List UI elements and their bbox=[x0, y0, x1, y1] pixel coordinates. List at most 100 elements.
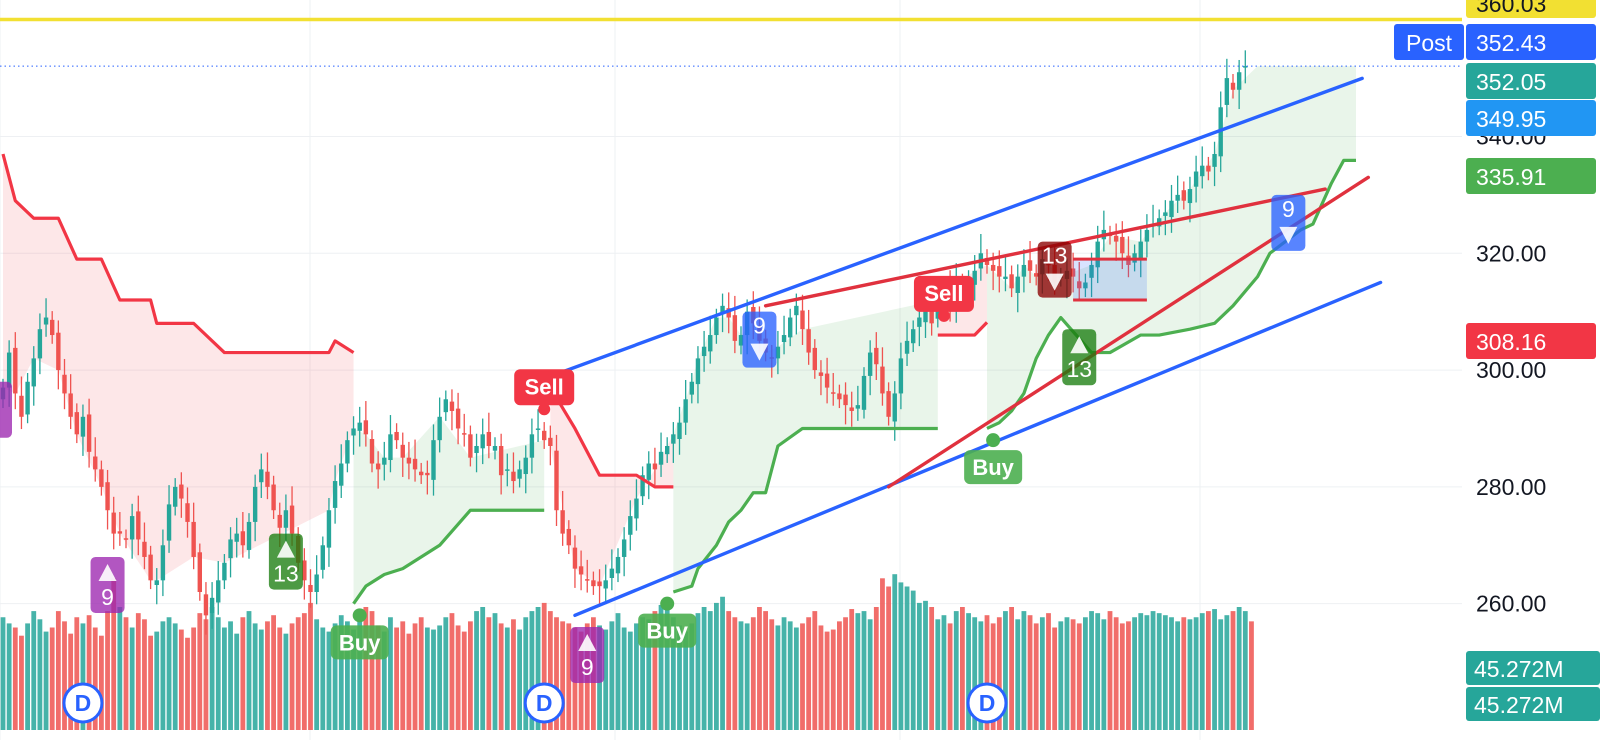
volume-bar bbox=[6, 623, 12, 730]
volume-bar bbox=[701, 607, 707, 730]
buy-marker[interactable]: Buy bbox=[638, 596, 697, 648]
candle-body bbox=[1095, 241, 1100, 268]
candles bbox=[0, 50, 1248, 635]
volume-bar bbox=[431, 629, 436, 730]
volume-bar bbox=[363, 607, 369, 730]
volume-bar bbox=[664, 607, 670, 730]
supertrend-down-line[interactable] bbox=[548, 386, 674, 489]
volume-bar bbox=[1089, 611, 1094, 730]
level-badge-label: 360.03 bbox=[1476, 0, 1546, 17]
candle-body bbox=[345, 440, 350, 464]
arrow-up-icon bbox=[98, 563, 117, 581]
candle-body bbox=[265, 471, 270, 487]
td-up-marker[interactable]: 13 bbox=[268, 533, 303, 590]
supertrend-down-fill bbox=[550, 387, 674, 587]
candle-body bbox=[628, 516, 633, 535]
arrow-up-icon bbox=[276, 540, 295, 558]
candle-body bbox=[136, 511, 141, 540]
dividend-marker[interactable]: D bbox=[62, 682, 104, 724]
candle-body bbox=[222, 562, 227, 581]
td-up-marker[interactable] bbox=[0, 381, 12, 438]
candle-body bbox=[1236, 72, 1242, 90]
arrow-down-icon bbox=[1279, 226, 1298, 244]
volume-bar bbox=[750, 617, 756, 730]
volume-bar bbox=[972, 617, 978, 730]
candle-body bbox=[904, 340, 910, 354]
candle-body bbox=[984, 257, 990, 265]
supertrend-up-line[interactable] bbox=[352, 508, 545, 605]
volume-bar bbox=[461, 631, 467, 730]
candle-body bbox=[351, 428, 356, 436]
supertrend-up-badge: 335.91 bbox=[1466, 158, 1596, 194]
candle-body bbox=[142, 541, 147, 557]
candle-body bbox=[394, 431, 399, 441]
td-up-marker[interactable]: 9 bbox=[90, 556, 125, 613]
dividend-circle-icon bbox=[523, 682, 565, 724]
candle-body bbox=[775, 346, 781, 359]
candle-body bbox=[6, 352, 12, 388]
td-count-label: 9 bbox=[101, 584, 114, 610]
candle-body bbox=[148, 554, 153, 581]
td-down-marker[interactable]: 9 bbox=[742, 311, 777, 368]
volume-bar bbox=[818, 625, 824, 730]
volume-bar bbox=[504, 627, 510, 730]
volume-bar bbox=[49, 627, 55, 730]
volume-badge: 45.272M bbox=[1466, 687, 1600, 721]
supertrend-down-line[interactable] bbox=[937, 321, 989, 337]
supertrend-down-line[interactable] bbox=[1, 153, 355, 355]
td-down-marker[interactable]: 9 bbox=[1271, 194, 1306, 251]
candle-body bbox=[566, 528, 571, 546]
volume-bar bbox=[80, 623, 86, 730]
sell-marker[interactable]: Sell bbox=[913, 275, 974, 322]
volume-bar bbox=[978, 621, 984, 730]
td-up-marker[interactable]: 9 bbox=[570, 627, 605, 684]
candle-body bbox=[259, 469, 264, 483]
post-price-badge: 352.43 Post bbox=[1394, 24, 1596, 60]
candle-body bbox=[93, 456, 98, 470]
dividend-marker[interactable]: D bbox=[966, 682, 1008, 724]
volume-bar bbox=[707, 611, 713, 730]
volume-bar bbox=[1138, 613, 1144, 730]
supertrend-up-line[interactable] bbox=[986, 158, 1356, 430]
price-badge-bg bbox=[1466, 24, 1596, 60]
consolidation-box[interactable] bbox=[1073, 259, 1147, 300]
buy-label: Buy bbox=[646, 619, 688, 644]
arrow-up-icon bbox=[578, 634, 597, 652]
volume-badge-bg bbox=[1466, 687, 1600, 721]
candle-body bbox=[701, 346, 707, 357]
volume-bar bbox=[105, 611, 110, 730]
buy-badge bbox=[330, 625, 389, 660]
candle-body bbox=[1163, 212, 1168, 216]
buy-marker[interactable]: Buy bbox=[330, 608, 389, 660]
sell-marker[interactable]: Sell bbox=[514, 369, 575, 416]
candle-body bbox=[1034, 273, 1039, 277]
channel-lower-line[interactable] bbox=[573, 280, 1383, 618]
volume-bar bbox=[437, 625, 443, 730]
channel-upper-line[interactable] bbox=[517, 76, 1364, 390]
candle-body bbox=[708, 335, 713, 352]
volume-bar bbox=[55, 611, 61, 730]
td-down-marker[interactable]: 13 bbox=[1037, 241, 1072, 298]
candle-body bbox=[302, 560, 307, 581]
td-up-marker[interactable]: 13 bbox=[1062, 329, 1097, 386]
volume-bar bbox=[1218, 619, 1224, 730]
candle-body bbox=[62, 374, 67, 394]
volume-bar bbox=[560, 621, 566, 730]
volume-bar bbox=[412, 623, 418, 730]
dividend-marker[interactable]: D bbox=[523, 682, 565, 724]
volume-bar bbox=[455, 625, 461, 730]
volume-bar bbox=[148, 635, 153, 730]
price-axis[interactable]: 340.00320.00300.00280.00260.00360.03352.… bbox=[1394, 0, 1600, 740]
volume-bar bbox=[941, 615, 947, 730]
candle-body bbox=[831, 392, 836, 394]
supertrend-up-line[interactable] bbox=[672, 426, 938, 594]
volume-bar bbox=[916, 602, 922, 730]
buy-marker[interactable]: Buy bbox=[964, 433, 1023, 485]
buy-dot bbox=[352, 608, 367, 623]
volume-bar bbox=[892, 574, 898, 730]
candle-body bbox=[529, 434, 535, 458]
volume-bar bbox=[166, 617, 172, 730]
volume-bar bbox=[634, 623, 639, 730]
